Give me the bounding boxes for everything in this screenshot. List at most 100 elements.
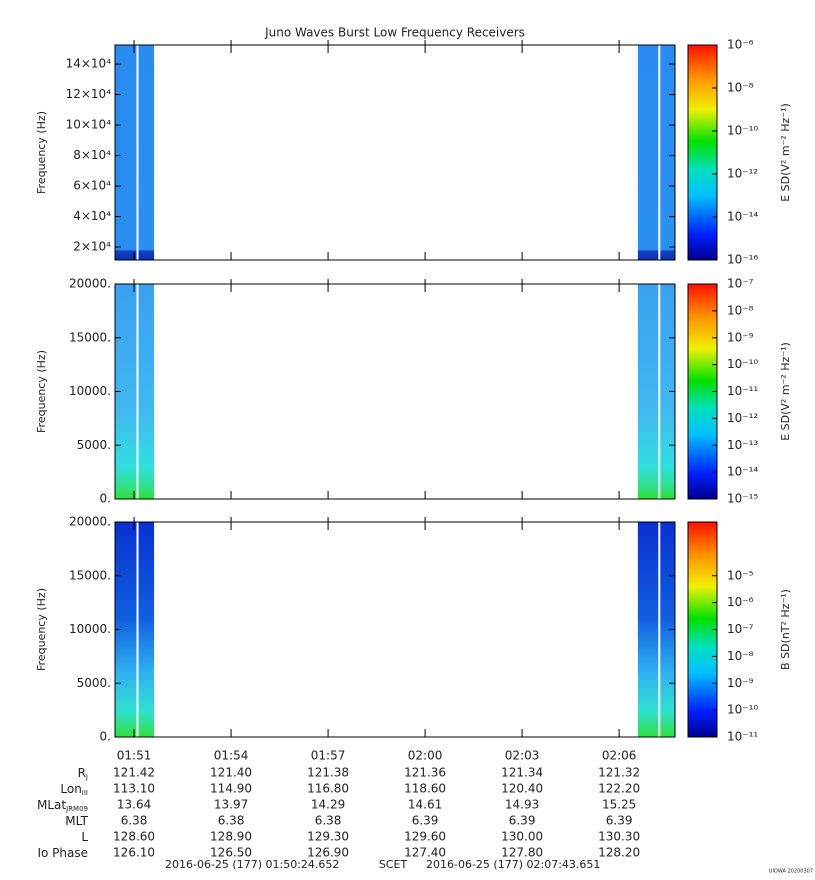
colorbar-tick-label: 10⁻¹¹ xyxy=(727,384,758,398)
ephemeris-label: LonIII xyxy=(60,782,88,798)
ephemeris-value: 6.38 xyxy=(315,814,342,828)
ephemeris-label-text: R xyxy=(78,766,86,780)
ephemeris-value: 6.39 xyxy=(606,814,633,828)
ephemeris-value: 121.40 xyxy=(210,766,252,780)
colorbar xyxy=(687,44,718,261)
ephemeris-value: 126.90 xyxy=(307,846,349,860)
ephemeris-value: 13.97 xyxy=(214,798,248,812)
colorbar-label: E SD(V² m⁻² Hz⁻¹) xyxy=(779,342,792,441)
colorbar-tick-label: 10⁻¹⁴ xyxy=(727,465,758,479)
x-tick-label: 02:03 xyxy=(505,749,540,763)
ephemeris-value: 126.50 xyxy=(210,846,252,860)
y-tick-label: 20000. xyxy=(69,515,111,529)
ephemeris-value: 121.42 xyxy=(113,766,155,780)
ephemeris-value: 14.93 xyxy=(505,798,539,812)
spectrogram-block xyxy=(115,45,155,260)
spectrogram-block xyxy=(637,45,675,260)
ephemeris-value: 129.60 xyxy=(404,830,446,844)
colorbar-tick-label: 10⁻⁸ xyxy=(727,81,754,95)
plot-frame xyxy=(114,44,676,261)
x-tick-label: 01:54 xyxy=(214,749,249,763)
data-gap-line xyxy=(658,284,661,499)
colorbar-tick-label: 10⁻¹⁶ xyxy=(727,253,758,267)
colorbar-tick-label: 10⁻⁷ xyxy=(727,622,754,636)
colorbar-tick-label: 10⁻¹¹ xyxy=(727,730,758,744)
ephemeris-value: 118.60 xyxy=(404,782,446,796)
colorbar-tick-label: 10⁻⁸ xyxy=(727,303,754,317)
ephemeris-value: 128.90 xyxy=(210,830,252,844)
y-tick-label: 15000. xyxy=(69,568,111,582)
data-gap-line xyxy=(658,45,661,260)
colorbar-tick-label: 10⁻¹⁰ xyxy=(727,124,758,138)
ephemeris-value: 13.64 xyxy=(117,798,151,812)
spectrogram-block xyxy=(637,522,675,737)
ephemeris-value: 15.25 xyxy=(602,798,636,812)
ephemeris-value: 6.38 xyxy=(218,814,245,828)
spectrogram-block xyxy=(637,284,675,499)
y-tick-label: 8×10⁴ xyxy=(73,148,111,162)
ephemeris-value: 14.61 xyxy=(408,798,442,812)
ephemeris-value: 127.40 xyxy=(404,846,446,860)
y-tick-label: 4×10⁴ xyxy=(73,209,111,223)
ephemeris-label: MLT xyxy=(65,814,88,828)
colorbar-tick-label: 10⁻⁷ xyxy=(727,277,754,291)
data-gap-line xyxy=(136,522,139,737)
ephemeris-value: 121.38 xyxy=(307,766,349,780)
y-tick-label: 10000. xyxy=(69,384,111,398)
ephemeris-label-text: Io Phase xyxy=(37,846,88,860)
colorbar-tick-label: 10⁻⁹ xyxy=(727,676,754,690)
colorbar-tick-label: 10⁻¹⁵ xyxy=(727,492,758,506)
ephemeris-value: 121.36 xyxy=(404,766,446,780)
ephemeris-value: 130.30 xyxy=(598,830,640,844)
y-tick-label: 2×10⁴ xyxy=(73,240,111,254)
ephemeris-value: 6.39 xyxy=(509,814,536,828)
colorbar-label: E SD(V² m⁻² Hz⁻¹) xyxy=(779,103,792,202)
colorbar-label: B SD(nT² Hz⁻¹) xyxy=(779,589,792,670)
ephemeris-label-text: MLat xyxy=(37,798,66,812)
ephemeris-label-text: Lon xyxy=(60,782,81,796)
plot-frame xyxy=(114,521,676,738)
ephemeris-value: 116.80 xyxy=(307,782,349,796)
colorbar-tick-label: 10⁻⁵ xyxy=(727,568,754,582)
colorbar-tick-label: 10⁻¹² xyxy=(727,411,758,425)
ephemeris-label-sub: III xyxy=(82,789,88,797)
y-tick-label: 10×10⁴ xyxy=(66,118,112,132)
ephemeris-label-text: L xyxy=(81,830,88,844)
x-tick-label: 01:57 xyxy=(311,749,346,763)
ephemeris-label: MLatJRM09 xyxy=(37,798,88,814)
y-axis-label: Frequency (Hz) xyxy=(35,588,48,671)
spectrogram-block xyxy=(115,284,155,499)
ephemeris-value: 129.30 xyxy=(307,830,349,844)
y-tick-label: 0. xyxy=(100,730,111,744)
ephemeris-value: 120.40 xyxy=(501,782,543,796)
y-tick-label: 10000. xyxy=(69,622,111,636)
x-tick-label: 01:51 xyxy=(117,749,152,763)
ephemeris-value: 121.32 xyxy=(598,766,640,780)
y-axis-label: Frequency (Hz) xyxy=(35,111,48,194)
colorbar-tick-label: 10⁻¹⁴ xyxy=(727,210,758,224)
ephemeris-label: Io Phase xyxy=(37,846,88,860)
data-gap-line xyxy=(658,522,661,737)
colorbar-tick-label: 10⁻⁹ xyxy=(727,330,754,344)
y-axis-label: Frequency (Hz) xyxy=(35,350,48,433)
colorbar-tick-label: 10⁻⁶ xyxy=(727,595,754,609)
x-tick-label: 02:00 xyxy=(408,749,443,763)
ephemeris-label: L xyxy=(81,830,88,844)
ephemeris-value: 126.10 xyxy=(113,846,155,860)
ephemeris-value: 121.34 xyxy=(501,766,543,780)
credit: UIOWA 20200307 xyxy=(769,869,813,875)
ephemeris-value: 127.80 xyxy=(501,846,543,860)
ephemeris-value: 114.90 xyxy=(210,782,252,796)
colorbar-tick-label: 10⁻⁸ xyxy=(727,649,754,663)
plot-frame xyxy=(114,283,676,500)
data-gap-line xyxy=(136,284,139,499)
y-tick-label: 20000. xyxy=(69,277,111,291)
colorbar-tick-label: 10⁻¹⁰ xyxy=(727,703,758,717)
scet-end: 2016-06-25 (177) 02:07:43.651 xyxy=(426,858,600,871)
ephemeris-label: RJ xyxy=(78,766,88,782)
spectrogram-block xyxy=(115,522,155,737)
y-tick-label: 5000. xyxy=(77,676,111,690)
x-tick-label: 02:06 xyxy=(602,749,637,763)
ephemeris-value: 6.38 xyxy=(121,814,148,828)
colorbar-tick-label: 10⁻⁶ xyxy=(727,38,754,52)
